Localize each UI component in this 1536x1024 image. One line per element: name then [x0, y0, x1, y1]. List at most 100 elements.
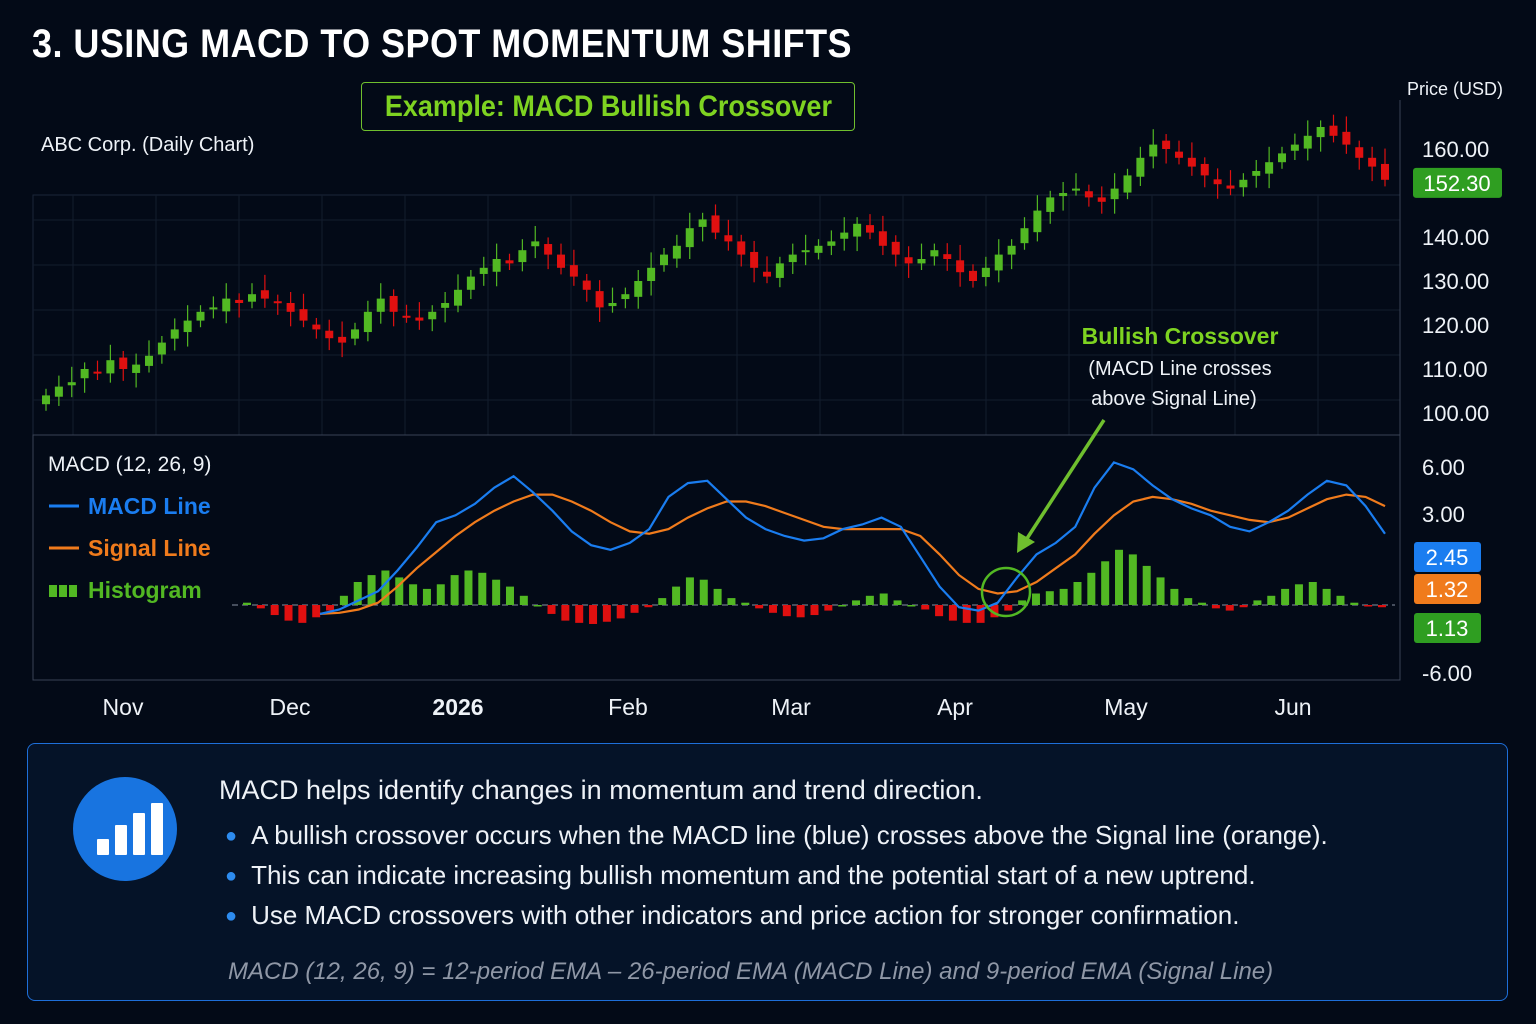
- formula-note: MACD (12, 26, 9) = 12-period EMA – 26-pe…: [228, 958, 1274, 985]
- histogram-bar: [630, 605, 639, 613]
- candle-body: [1303, 135, 1312, 149]
- candle-body: [930, 250, 939, 257]
- histogram-bar: [602, 605, 611, 622]
- annotation-title: Bullish Crossover: [1082, 323, 1279, 349]
- candle-body: [106, 360, 115, 374]
- legend-label: Histogram: [88, 577, 202, 603]
- candle-body: [1033, 210, 1042, 233]
- candle-body: [1239, 179, 1248, 188]
- candle-body: [917, 259, 926, 264]
- candle-body: [505, 260, 514, 264]
- histogram-bar: [1253, 600, 1262, 605]
- annotation-text: above Signal Line): [1091, 388, 1257, 410]
- histogram-bar: [1378, 605, 1386, 608]
- histogram-bar: [339, 595, 348, 605]
- candle-body: [338, 336, 347, 343]
- price-axis: Price (USD) 160.00 140.00 130.00 120.00 110.0…: [1399, 79, 1503, 435]
- histogram-bar: [478, 572, 487, 605]
- histogram-bar: [381, 570, 390, 605]
- histogram-bar: [312, 605, 321, 618]
- histogram-bar: [976, 605, 985, 623]
- price-tick-label: 130.00: [1422, 269, 1489, 294]
- candle-body: [196, 311, 205, 321]
- candle-body: [157, 342, 166, 355]
- histogram-bar: [1294, 584, 1303, 605]
- histogram-bar: [755, 605, 764, 609]
- candle-body: [557, 254, 565, 268]
- histogram-bar: [1031, 593, 1040, 605]
- candle-body: [248, 294, 256, 302]
- candle-body: [1316, 127, 1325, 138]
- example-label: Example: MACD Bullish Crossover: [361, 82, 855, 131]
- histogram-bar: [810, 605, 819, 616]
- candle-body: [531, 241, 540, 247]
- candle-body: [441, 303, 450, 308]
- price-tick-label: 120.00: [1422, 313, 1489, 338]
- candle-body: [1290, 144, 1299, 151]
- histogram-bar: [1059, 588, 1068, 605]
- candle-body: [312, 324, 321, 330]
- candle-body: [1381, 163, 1389, 180]
- candle-body: [763, 271, 771, 277]
- histogram-bar: [796, 605, 805, 618]
- histogram-bar: [768, 605, 777, 613]
- histogram-bar: [1364, 605, 1373, 607]
- annotation-text: (MACD Line crosses: [1088, 358, 1271, 380]
- candle-body: [1355, 147, 1364, 158]
- candle-body: [981, 267, 990, 278]
- histogram-bar: [326, 605, 335, 611]
- price-axis-title: Price (USD): [1407, 79, 1503, 99]
- candle-body: [1200, 163, 1209, 176]
- candle-body: [479, 267, 488, 274]
- histogram-bar: [1281, 588, 1290, 605]
- candle-body: [235, 299, 244, 303]
- candle-body: [1149, 144, 1158, 157]
- candle-body: [582, 280, 591, 290]
- candle-body: [647, 267, 656, 281]
- candle-body: [119, 357, 128, 369]
- current-price-badge: [1413, 167, 1502, 198]
- bar-chart-icon: [73, 777, 177, 881]
- candle-body: [750, 251, 759, 268]
- histogram-bar: [575, 605, 584, 623]
- candle-body: [1368, 157, 1377, 167]
- histogram-bar: [1336, 595, 1345, 605]
- candle-body: [454, 289, 462, 306]
- macd-tick-label: 3.00: [1422, 502, 1465, 527]
- candle-body: [492, 259, 501, 272]
- candle-body: [67, 382, 76, 386]
- candle-body: [325, 330, 334, 339]
- histogram-bar: [879, 593, 888, 605]
- candle-body: [1136, 157, 1145, 177]
- price-chart-title: ABC Corp. (Daily Chart): [41, 134, 254, 156]
- histogram-bar: [256, 605, 265, 609]
- histogram-bar: [865, 595, 874, 605]
- histogram-bar: [1170, 588, 1179, 605]
- candle-body: [363, 311, 372, 333]
- candle-body: [569, 265, 578, 277]
- histogram-bar: [727, 598, 736, 605]
- candle-body: [634, 281, 643, 297]
- candle-body: [132, 364, 141, 373]
- histogram-bar: [741, 602, 750, 605]
- candle-body: [466, 276, 475, 290]
- candle-body: [1175, 151, 1183, 158]
- histogram-bar: [1004, 605, 1013, 611]
- histogram-bar: [990, 605, 999, 618]
- histogram-bar: [243, 602, 251, 605]
- candle-body: [814, 245, 823, 253]
- info-intro: MACD helps identify changes in momentum …: [219, 775, 983, 805]
- candle-body: [273, 301, 282, 304]
- candle-body: [1265, 162, 1274, 174]
- annotation-arrow: [1024, 419, 1106, 541]
- x-tick-label: Feb: [608, 694, 648, 720]
- candle-body: [775, 263, 784, 278]
- price-tick-label: 100.00: [1422, 401, 1489, 426]
- legend-swatch-histogram: [49, 585, 57, 597]
- legend-label: MACD Line: [88, 493, 211, 519]
- x-tick-label: Dec: [270, 694, 311, 720]
- candle-body: [621, 294, 630, 300]
- current-price-label: 152.30: [1423, 171, 1490, 196]
- candle-body: [415, 317, 424, 321]
